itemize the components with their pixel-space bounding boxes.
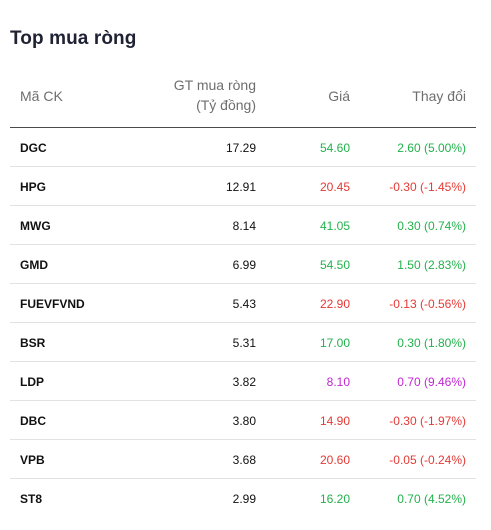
price-change: 2.60 (5.00%)	[397, 141, 466, 155]
net-buy-value: 3.80	[232, 414, 256, 428]
net-buy-value: 8.14	[232, 219, 256, 233]
stock-code[interactable]: VPB	[20, 453, 45, 467]
header-net-buy-value[interactable]: GT mua ròng (Tỷ đồng)	[174, 75, 256, 115]
header-price[interactable]: Giá	[328, 88, 350, 104]
table-row[interactable]: MWG 8.14 41.05 0.30 (0.74%)	[10, 206, 476, 245]
price: 41.05	[319, 219, 350, 233]
net-buy-table: Mã CK GT mua ròng (Tỷ đồng) Giá Thay đổi…	[10, 70, 476, 518]
net-buy-value: 17.29	[225, 141, 256, 155]
net-buy-value: 5.43	[232, 297, 256, 311]
stock-code[interactable]: LDP	[20, 375, 44, 389]
stock-code[interactable]: DBC	[20, 414, 46, 428]
price-change: -0.05 (-0.24%)	[389, 453, 466, 467]
table-body: DGC 17.29 54.60 2.60 (5.00%) HPG 12.91 20.45 -0…	[10, 128, 476, 518]
net-buy-value: 12.91	[225, 180, 256, 194]
price: 54.50	[319, 258, 350, 272]
stock-code[interactable]: MWG	[20, 219, 51, 233]
price: 16.20	[319, 492, 350, 506]
net-buy-value: 2.99	[232, 492, 256, 506]
table-row[interactable]: HPG 12.91 20.45 -0.30 (-1.45%)	[10, 167, 476, 206]
net-buy-value: 3.68	[232, 453, 256, 467]
stock-code[interactable]: FUEVFVND	[20, 297, 85, 311]
table-header: Mã CK GT mua ròng (Tỷ đồng) Giá Thay đổi	[10, 70, 476, 128]
price-change: 0.30 (1.80%)	[397, 336, 466, 350]
price-change: 1.50 (2.83%)	[397, 258, 466, 272]
price: 22.90	[319, 297, 350, 311]
stock-code[interactable]: BSR	[20, 336, 46, 350]
price: 8.10	[326, 375, 350, 389]
stock-code[interactable]: DGC	[20, 141, 47, 155]
net-buy-value: 6.99	[232, 258, 256, 272]
header-value-line1: GT mua ròng	[173, 77, 256, 93]
table-row[interactable]: DGC 17.29 54.60 2.60 (5.00%)	[10, 128, 476, 167]
stock-code[interactable]: ST8	[20, 492, 43, 506]
widget-title: Top mua ròng	[10, 28, 137, 49]
table-row[interactable]: DBC 3.80 14.90 -0.30 (-1.97%)	[10, 401, 476, 440]
price-change: -0.13 (-0.56%)	[389, 297, 466, 311]
price-change: -0.30 (-1.97%)	[389, 414, 466, 428]
price: 54.60	[319, 141, 350, 155]
price: 14.90	[319, 414, 350, 428]
price: 17.00	[319, 336, 350, 350]
price: 20.45	[319, 180, 350, 194]
table-row[interactable]: ST8 2.99 16.20 0.70 (4.52%)	[10, 479, 476, 518]
table-row[interactable]: GMD 6.99 54.50 1.50 (2.83%)	[10, 245, 476, 284]
table-row[interactable]: VPB 3.68 20.60 -0.05 (-0.24%)	[10, 440, 476, 479]
header-change[interactable]: Thay đổi	[412, 88, 466, 104]
header-code[interactable]: Mã CK	[20, 88, 63, 104]
table-row[interactable]: FUEVFVND 5.43 22.90 -0.13 (-0.56%)	[10, 284, 476, 323]
table-row[interactable]: BSR 5.31 17.00 0.30 (1.80%)	[10, 323, 476, 362]
net-buy-value: 5.31	[232, 336, 256, 350]
net-buy-value: 3.82	[232, 375, 256, 389]
price: 20.60	[319, 453, 350, 467]
header-value-line2: (Tỷ đồng)	[196, 97, 256, 113]
table-row[interactable]: LDP 3.82 8.10 0.70 (9.46%)	[10, 362, 476, 401]
price-change: 0.30 (0.74%)	[397, 219, 466, 233]
price-change: -0.30 (-1.45%)	[389, 180, 466, 194]
price-change: 0.70 (9.46%)	[397, 375, 466, 389]
stock-code[interactable]: GMD	[20, 258, 48, 272]
price-change: 0.70 (4.52%)	[397, 492, 466, 506]
stock-code[interactable]: HPG	[20, 180, 47, 194]
